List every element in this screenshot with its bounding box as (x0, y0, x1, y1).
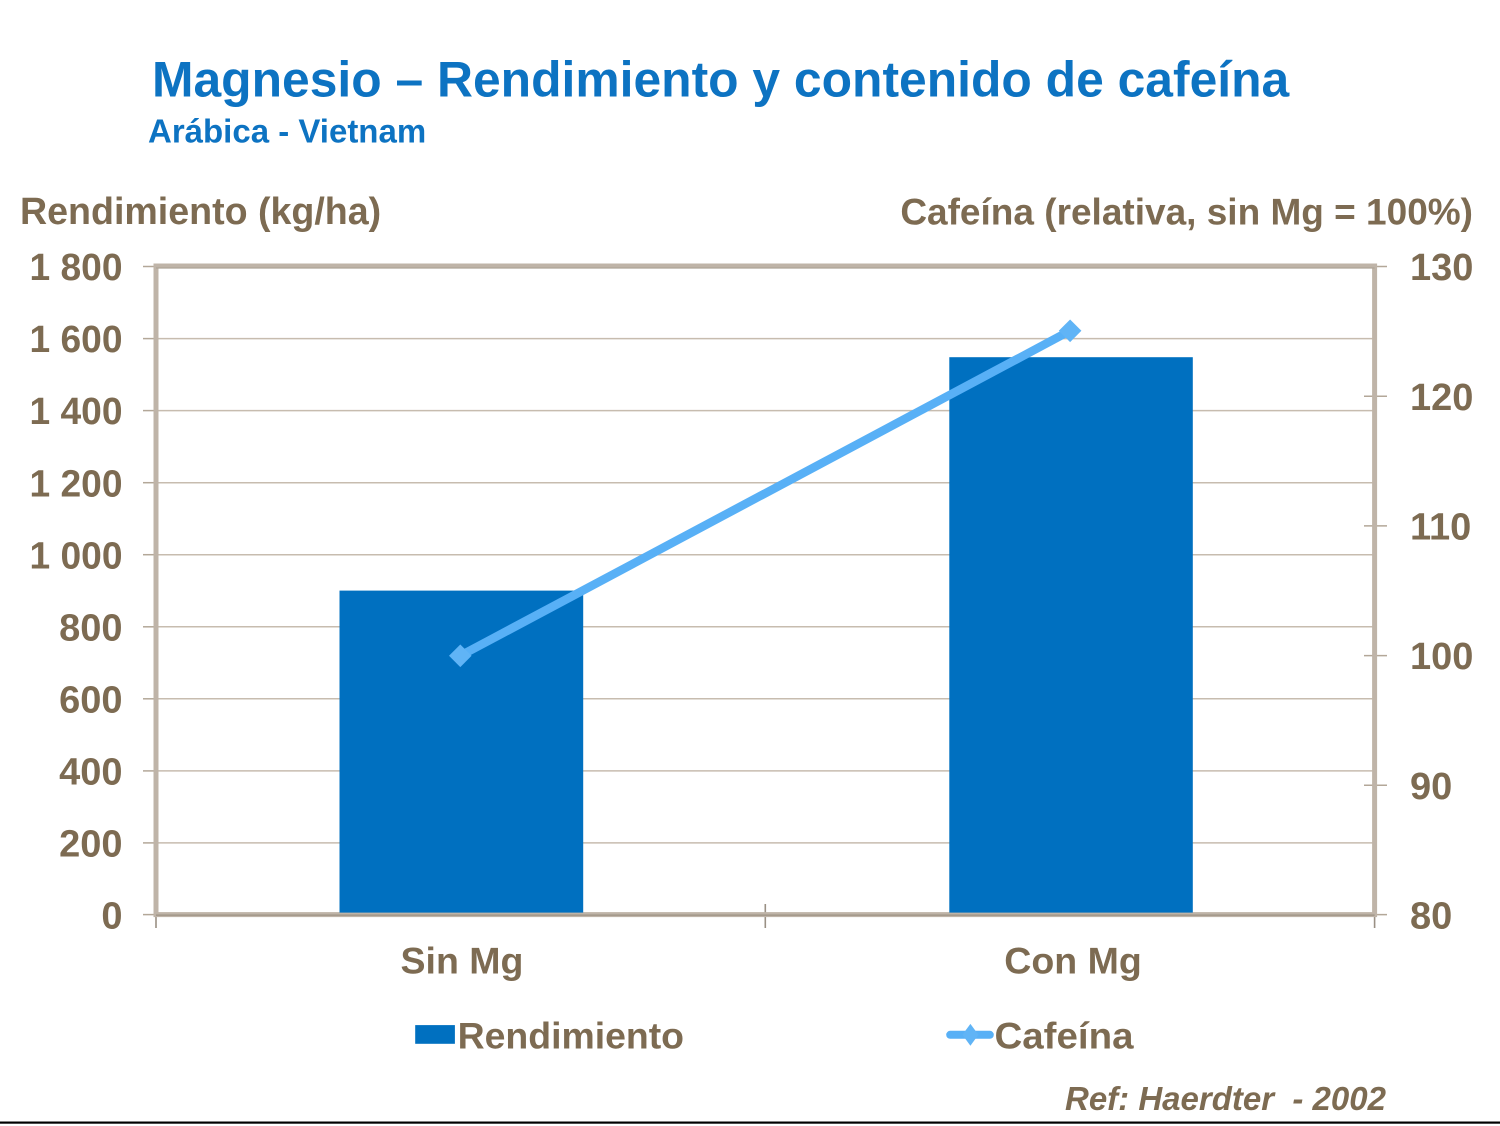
svg-text:Arábica - Vietnam: Arábica - Vietnam (148, 112, 426, 149)
svg-text:200: 200 (59, 824, 122, 866)
svg-text:0: 0 (101, 896, 122, 938)
svg-text:Magnesio – Rendimiento y conte: Magnesio – Rendimiento y contenido de ca… (152, 52, 1291, 108)
svg-text:1 600: 1 600 (30, 319, 123, 361)
svg-text:Ref: Haerdter - 2002: Ref: Haerdter - 2002 (1065, 1080, 1387, 1117)
svg-text:1 200: 1 200 (30, 463, 123, 505)
svg-text:400: 400 (59, 752, 122, 794)
svg-text:800: 800 (59, 607, 122, 649)
svg-text:600: 600 (59, 679, 122, 721)
svg-text:Cafeína: Cafeína (995, 1015, 1135, 1057)
svg-text:1 000: 1 000 (30, 535, 123, 577)
svg-text:Cafeína (relativa, sin Mg = 10: Cafeína (relativa, sin Mg = 100%) (900, 191, 1473, 232)
svg-text:130: 130 (1410, 247, 1473, 289)
svg-text:Sin Mg: Sin Mg (401, 940, 524, 982)
svg-text:1 400: 1 400 (30, 391, 123, 433)
svg-text:80: 80 (1410, 896, 1452, 938)
svg-text:120: 120 (1410, 377, 1473, 419)
svg-text:100: 100 (1410, 636, 1473, 678)
svg-text:90: 90 (1410, 766, 1452, 808)
svg-text:Rendimiento (kg/ha): Rendimiento (kg/ha) (20, 190, 381, 232)
svg-text:1 800: 1 800 (30, 247, 123, 289)
svg-text:Con Mg: Con Mg (1004, 940, 1141, 982)
svg-text:Rendimiento: Rendimiento (458, 1015, 684, 1057)
svg-text:110: 110 (1410, 507, 1471, 549)
